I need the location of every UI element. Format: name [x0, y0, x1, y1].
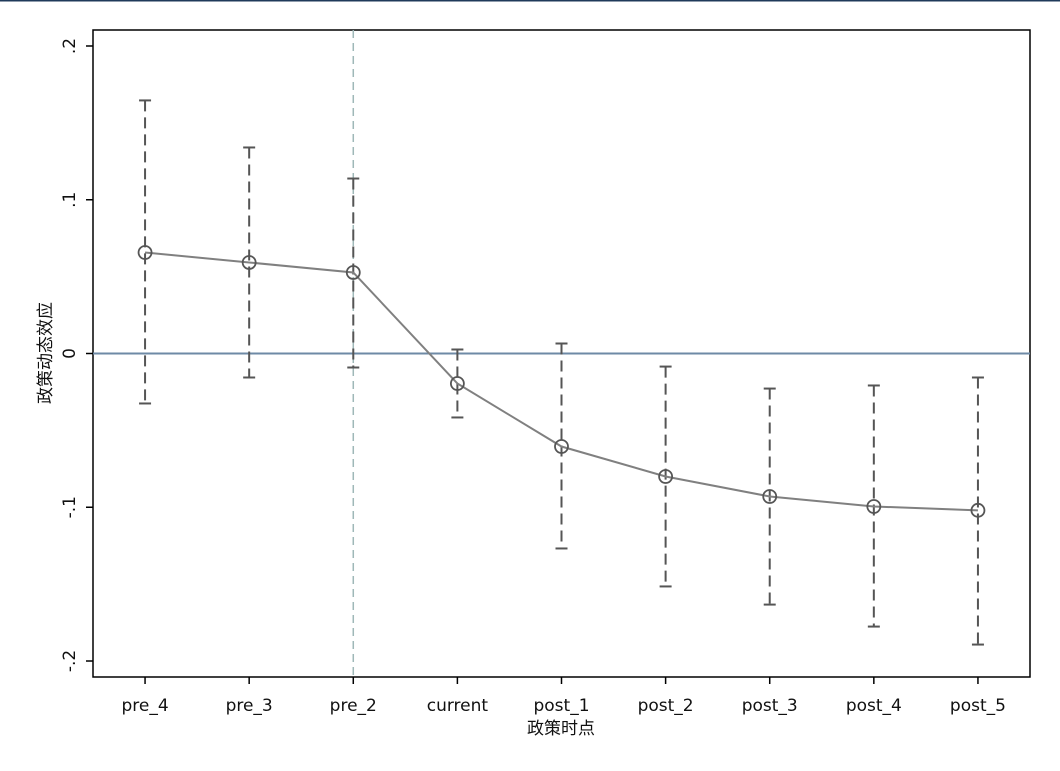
line — [144, 251, 978, 512]
y-tick-label: 0 — [60, 348, 80, 359]
x-tick-label: post_1 — [533, 696, 589, 716]
error-bar — [243, 146, 256, 379]
point — [449, 376, 465, 391]
x-tick-label: post_4 — [846, 696, 902, 716]
point — [658, 469, 674, 484]
point — [241, 255, 257, 270]
point — [866, 499, 882, 514]
point — [554, 439, 569, 454]
x-tick-label: pre_2 — [330, 696, 377, 716]
x-tick-label: current — [427, 696, 489, 716]
x-tick-label: post_3 — [742, 696, 798, 716]
x-tick-label: post_2 — [638, 696, 694, 716]
x-axis-label: 政策时点 — [527, 719, 595, 739]
y-tick-label: .2 — [60, 38, 80, 54]
point — [970, 502, 986, 518]
error-bar — [139, 99, 152, 405]
y-tick-label: .1 — [60, 192, 80, 208]
x-tick-label: pre_3 — [226, 696, 273, 716]
point — [137, 245, 153, 260]
y-axis-label: 政策动态效应 — [36, 302, 56, 404]
x-tick-label: pre_4 — [121, 696, 168, 716]
y-tick-label: -.1 — [60, 496, 80, 518]
point — [345, 265, 361, 280]
error-bar — [451, 348, 464, 419]
y-tick-label: -.2 — [60, 650, 80, 672]
x-tick-label: post_5 — [950, 696, 1006, 716]
error-bar — [971, 376, 984, 646]
point — [762, 489, 778, 504]
